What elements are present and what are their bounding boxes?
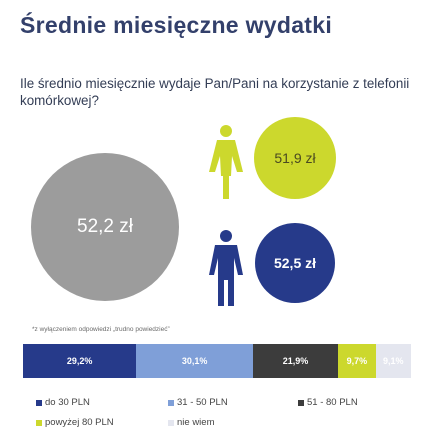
bubble-total-label: 52,2 zł	[77, 216, 133, 237]
bar-segment: 30,1%	[136, 344, 254, 378]
legend-item: powyżej 80 PLN	[36, 417, 114, 428]
bar-segment: 29,2%	[23, 344, 137, 378]
bar-segment-label: 30,1%	[181, 356, 208, 366]
bar-segment-label: 29,2%	[66, 356, 93, 366]
legend-item: do 30 PLN	[36, 397, 90, 408]
legend-label: powyżej 80 PLN	[45, 417, 114, 428]
stacked-bar: 29,2% 30,1% 21,9% 9,7% 9,1%	[23, 344, 411, 378]
legend-swatch	[36, 419, 42, 426]
legend-item: 31 - 50 PLN	[168, 397, 228, 408]
legend-swatch	[36, 399, 42, 406]
woman-icon	[209, 125, 243, 199]
legend-swatch	[168, 399, 174, 406]
bubble-female: 51,9 zł	[254, 117, 336, 199]
bubble-male: 52,5 zł	[255, 223, 335, 303]
legend-label: 31 - 50 PLN	[177, 397, 228, 408]
legend-swatch	[298, 399, 304, 406]
bar-segment: 21,9%	[253, 344, 339, 378]
survey-question: Ile średnio miesięcznie wydaje Pan/Pani …	[20, 76, 410, 108]
bubble-female-label: 51,9 zł	[274, 150, 316, 166]
legend-item: 51 - 80 PLN	[298, 397, 358, 408]
chart-title: Średnie miesięczne wydatki	[20, 12, 333, 38]
bar-segment: 9,1%	[375, 344, 411, 378]
bubble-total: 52,2 zł	[31, 153, 179, 301]
bar-segment-label: 9,1%	[383, 356, 404, 366]
bar-segment: 9,7%	[338, 344, 376, 378]
bar-segment-label: 21,9%	[282, 356, 309, 366]
bubble-male-label: 52,5 zł	[273, 255, 317, 271]
legend-item: nie wiem	[168, 417, 215, 428]
man-icon	[209, 230, 243, 306]
legend-label: nie wiem	[177, 417, 215, 428]
bar-segment-label: 9,7%	[346, 356, 368, 366]
legend-label: 51 - 80 PLN	[307, 397, 358, 408]
legend-swatch	[168, 419, 174, 426]
footnote: *z wyłączeniem odpowiedzi „trudno powied…	[32, 326, 170, 333]
legend-label: do 30 PLN	[45, 397, 90, 408]
